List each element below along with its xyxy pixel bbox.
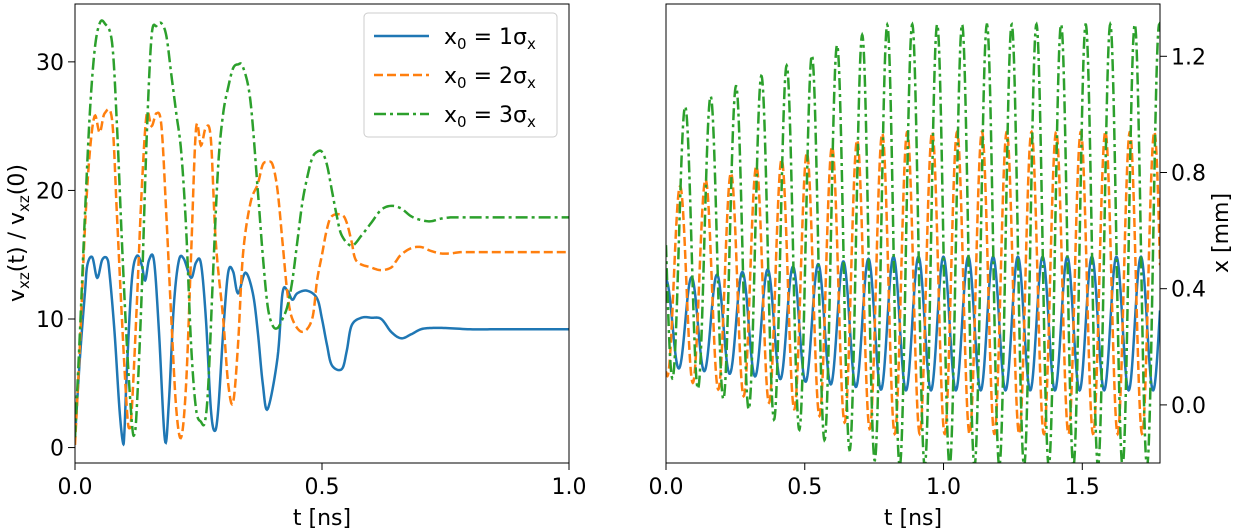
legend-label-x0-1sigma: x0 = 1σx (444, 25, 536, 53)
right-y-ticks: 0.0 0.4 0.8 1.2 (1160, 45, 1206, 419)
right-x-tick-label: 1.0 (926, 475, 961, 500)
right-x-tick-label: 0.5 (787, 475, 822, 500)
right-series-group (666, 21, 1160, 463)
legend-label-x0-2sigma: x0 = 2σx (444, 64, 536, 92)
left-x-axis-label: t [ns] (293, 506, 351, 528)
right-x-ticks: 0.0 0.5 1.0 1.5 (649, 463, 1100, 500)
right-plot: 0.0 0.5 1.0 1.5 0.0 0.4 0.8 1.2 t [ns] x [mm] (649, 3, 1234, 528)
left-series-x0-2sigma (75, 107, 569, 446)
right-series-x0-3sigma (666, 21, 1160, 463)
right-x-axis-label: t [ns] (884, 506, 942, 528)
left-y-ticks: 0 10 20 30 (36, 51, 75, 462)
legend-label-x0-3sigma: x0 = 3σx (444, 103, 536, 131)
legend: x0 = 1σx x0 = 2σx x0 = 3σx (363, 12, 558, 138)
right-y-axis-label: x [mm] (1209, 193, 1234, 273)
left-y-tick-label: 20 (36, 179, 64, 204)
right-series-x0-2sigma (666, 129, 1160, 437)
right-y-tick-label: 0.4 (1171, 278, 1206, 303)
left-x-tick-label: 1.0 (552, 475, 587, 500)
right-x-tick-label: 0.0 (649, 475, 684, 500)
right-x-tick-label: 1.5 (1065, 475, 1100, 500)
left-y-tick-label: 10 (36, 308, 64, 333)
right-y-tick-label: 0.8 (1171, 161, 1206, 186)
right-y-tick-label: 0.0 (1171, 394, 1206, 419)
legend-frame (363, 12, 558, 138)
left-y-axis-label: vxz(t) / vxz(0) (5, 164, 33, 302)
left-series-group (75, 19, 569, 447)
left-plot: 0.0 0.5 1.0 0 10 20 30 t [ns] vxz(t) / vxz(0)… (5, 3, 587, 528)
right-axes-frame (665, 3, 1161, 464)
left-y-tick-label: 0 (50, 437, 64, 462)
left-x-tick-label: 0.0 (58, 475, 93, 500)
left-y-tick-label: 30 (36, 51, 64, 76)
left-x-ticks: 0.0 0.5 1.0 (58, 463, 587, 500)
right-y-tick-label: 1.2 (1171, 45, 1206, 70)
left-series-x0-1sigma (75, 253, 569, 447)
left-x-tick-label: 0.5 (305, 475, 340, 500)
left-series-x0-3sigma (75, 19, 569, 438)
